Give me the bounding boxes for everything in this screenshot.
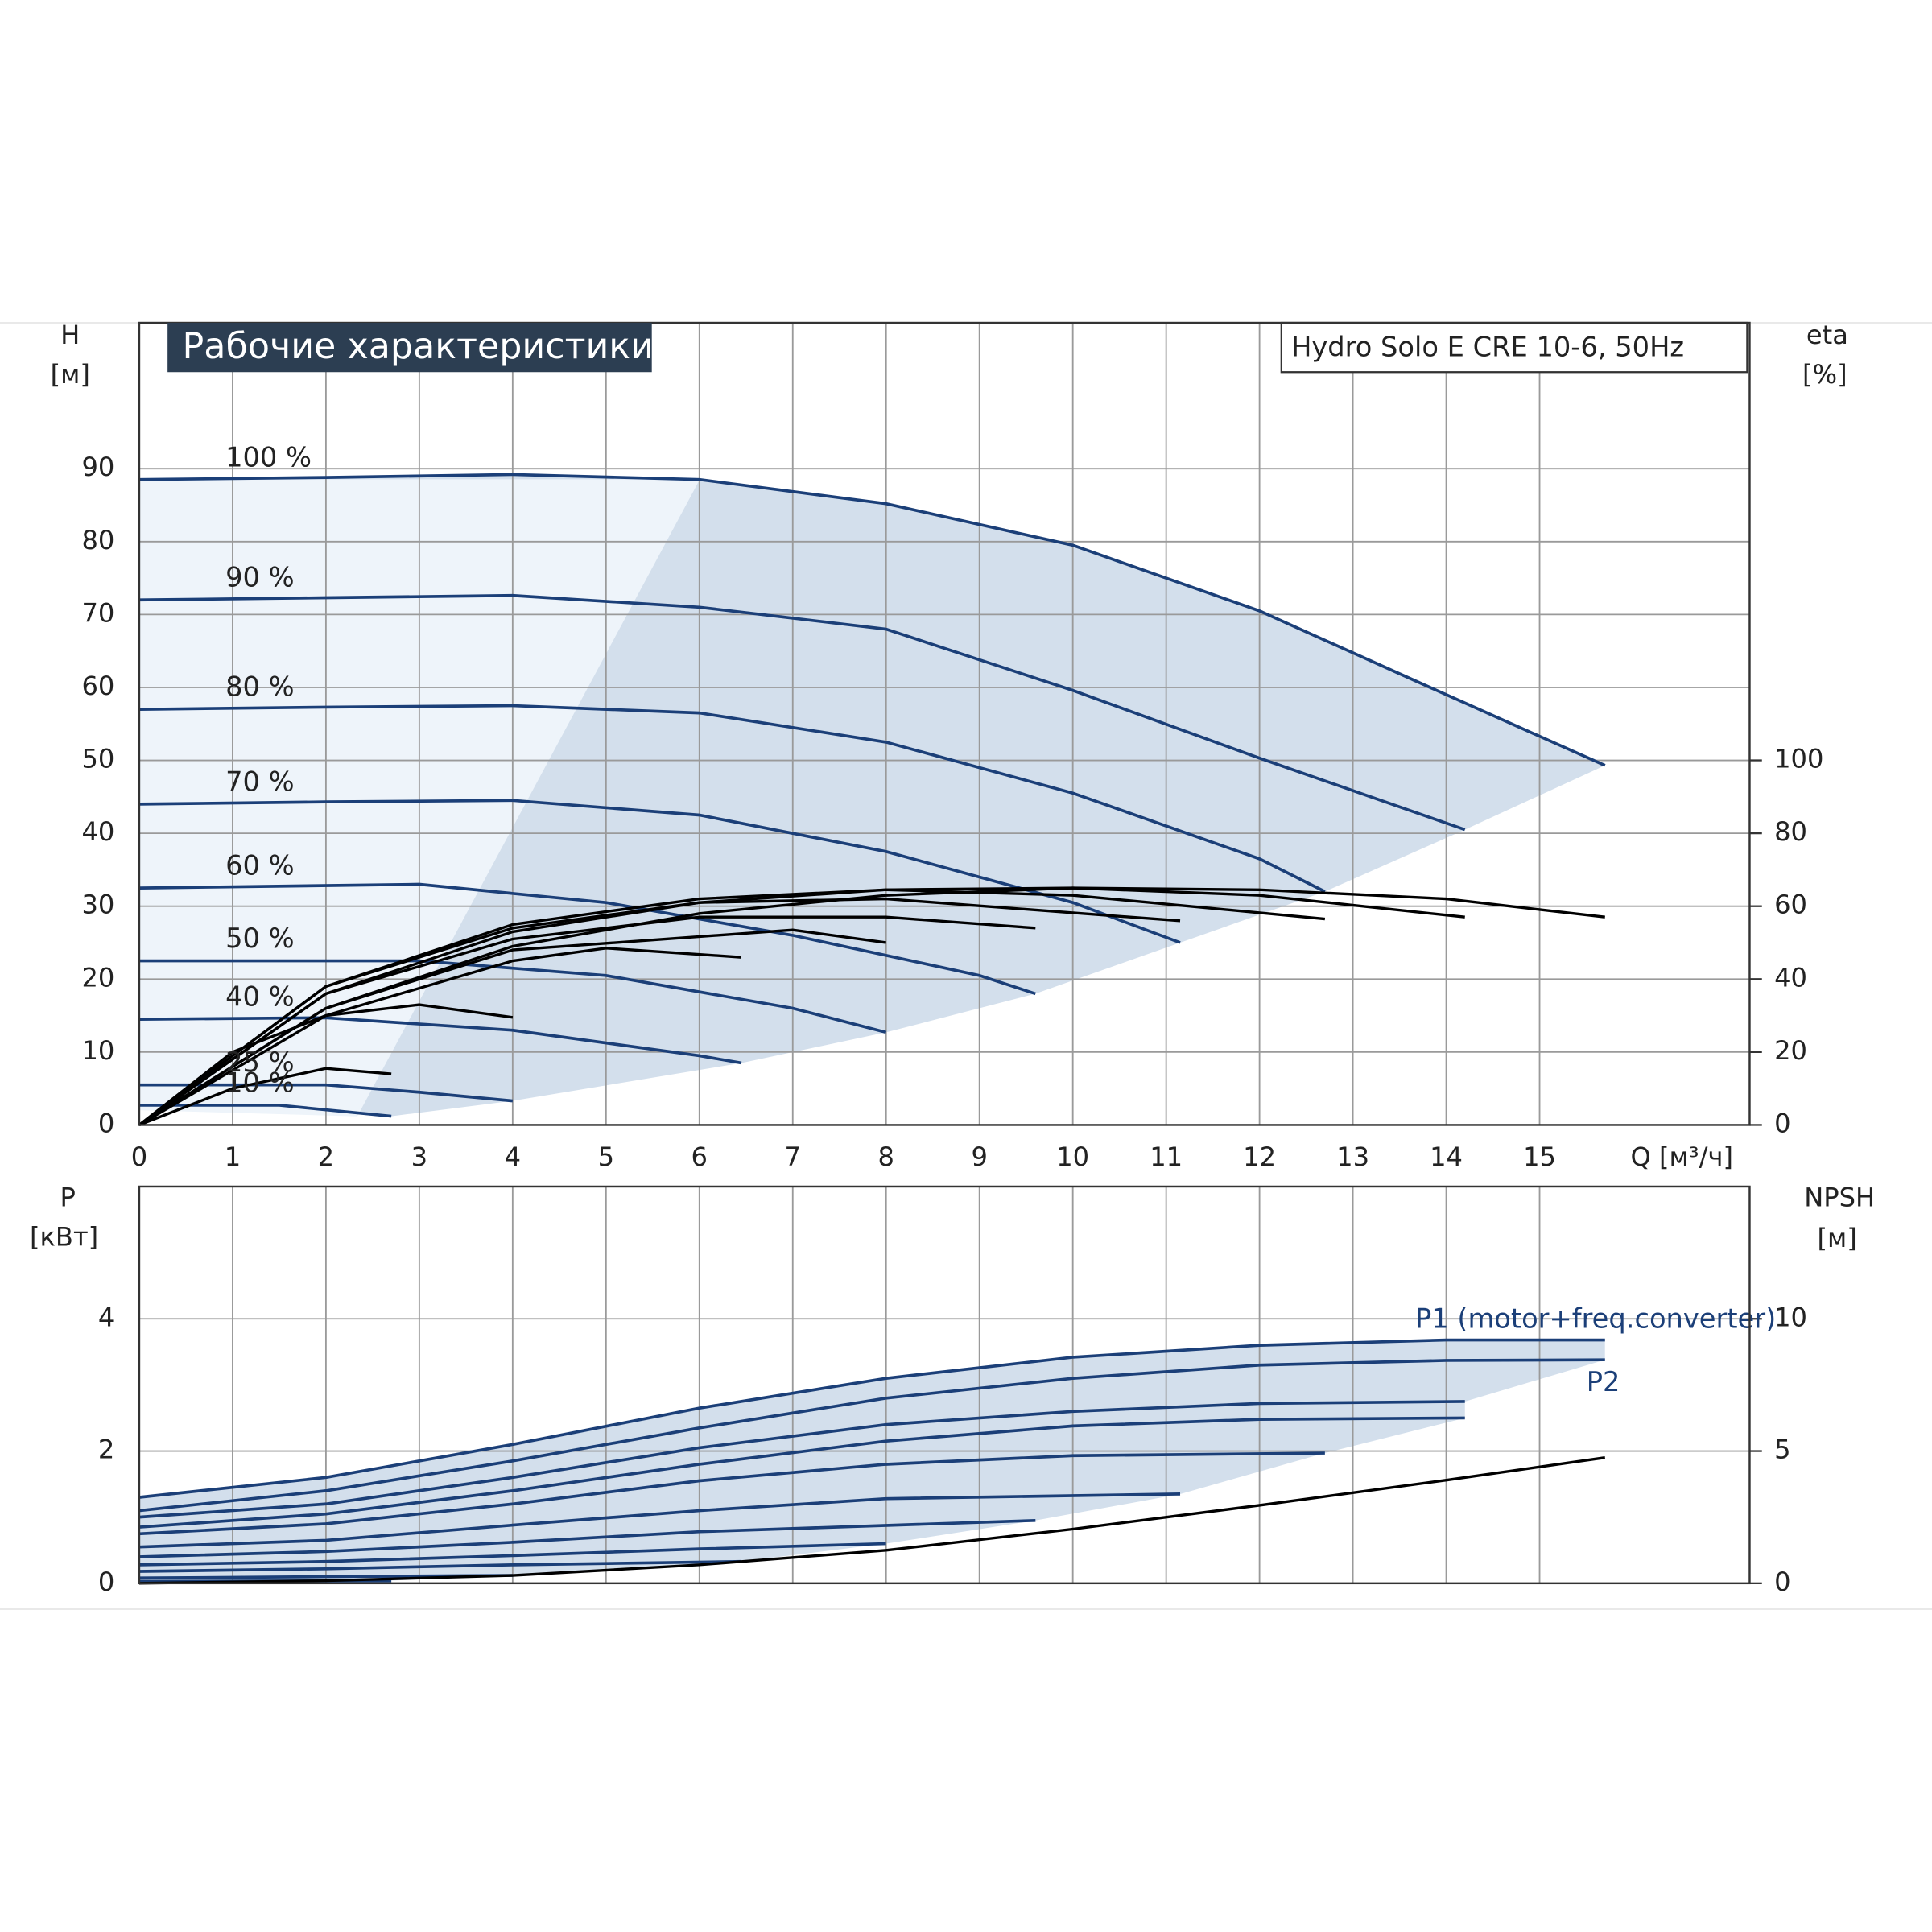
chart-title: Рабочие характеристики xyxy=(183,326,654,367)
series-label: 50 % xyxy=(225,923,295,954)
x-tick-label: 15 xyxy=(1523,1141,1556,1172)
series-label: 80 % xyxy=(225,671,295,703)
y-tick-label: 50 xyxy=(81,744,114,774)
head-curve xyxy=(138,593,1466,832)
y-tick-label: 0 xyxy=(98,1567,114,1597)
y-axis-label: [м] xyxy=(51,359,90,390)
power-curve xyxy=(138,1518,1036,1558)
y2-axis-label: [%] xyxy=(1802,359,1847,390)
y-axis-label: P xyxy=(60,1182,75,1212)
y-axis-label: H xyxy=(60,320,80,350)
legend-label: P1 (motor+freq.converter) xyxy=(1415,1303,1776,1335)
y2-axis-label: eta xyxy=(1806,320,1848,350)
plot-frame xyxy=(138,1185,1751,1585)
x-tick-label: 11 xyxy=(1150,1141,1183,1172)
region-layer xyxy=(138,1340,1605,1582)
subtitle-box xyxy=(1280,321,1748,374)
x-tick-label: 2 xyxy=(318,1141,334,1172)
y2-axis-label: [м] xyxy=(1817,1223,1856,1253)
power-curve xyxy=(138,1451,1325,1536)
efficiency-curve xyxy=(138,1067,392,1127)
y2-tick-label: 100 xyxy=(1774,744,1823,774)
y-tick-label: 10 xyxy=(81,1035,114,1066)
y-tick-label: 60 xyxy=(81,671,114,701)
operating-region xyxy=(138,1340,1605,1582)
series-label: 10 % xyxy=(225,1067,295,1098)
x-tick-label: 0 xyxy=(131,1141,147,1172)
y2-tick-label: 20 xyxy=(1774,1035,1807,1066)
y2-tick-label: 0 xyxy=(1774,1108,1790,1138)
y2-tick-label: 60 xyxy=(1774,890,1807,920)
efficiency-curve xyxy=(138,915,1036,1126)
y-tick-label: 80 xyxy=(81,525,114,555)
x-tick-label: 7 xyxy=(785,1141,801,1172)
series-label: 70 % xyxy=(225,766,295,797)
label-layer: 100 % 90 % 80 % 70 % 60 % 50 % 40 % 25 %10 % P1 … xyxy=(225,441,1776,1397)
head-curve xyxy=(138,959,887,1034)
power-curve xyxy=(138,1559,741,1573)
head-curve xyxy=(138,1083,514,1103)
x-tick-label: 4 xyxy=(505,1141,521,1172)
npsh-curve xyxy=(138,1456,1606,1585)
y-tick-label: 20 xyxy=(81,962,114,993)
legend-label: P2 xyxy=(1587,1366,1620,1397)
curve-layer xyxy=(138,473,1606,1585)
y2-tick-label: 0 xyxy=(1774,1567,1790,1597)
series-label: 40 % xyxy=(225,981,295,1013)
power-curve xyxy=(138,1358,1605,1513)
y-tick-label: 40 xyxy=(81,816,114,847)
grid-layer: 0 1 2 3 4 5 6 7 8 9 10 11 12 13 14 15010203040506070809… xyxy=(81,323,1823,1597)
head-curve xyxy=(138,799,1181,944)
x-tick-label: 5 xyxy=(598,1141,614,1172)
power-curve xyxy=(138,1338,1605,1499)
x-axis-label: Q [м³/ч] xyxy=(1631,1141,1733,1172)
head-curve xyxy=(138,473,1606,767)
x-tick-label: 14 xyxy=(1430,1141,1463,1172)
chart-subtitle: Hydro Solo E CRE 10-6, 50Hz xyxy=(1291,332,1684,363)
head-curve xyxy=(138,882,1036,996)
efficiency-curve xyxy=(138,1003,514,1126)
head-curve xyxy=(138,1104,392,1118)
x-tick-label: 12 xyxy=(1243,1141,1276,1172)
x-tick-label: 3 xyxy=(411,1141,427,1172)
y2-tick-label: 80 xyxy=(1774,816,1807,847)
x-tick-label: 6 xyxy=(691,1141,708,1172)
x-tick-label: 10 xyxy=(1056,1141,1089,1172)
series-label: 60 % xyxy=(225,850,295,881)
x-tick-label: 1 xyxy=(225,1141,241,1172)
power-curve xyxy=(138,1492,1181,1549)
efficiency-curve xyxy=(138,897,1181,1126)
y2-tick-label: 5 xyxy=(1774,1435,1790,1465)
head-curve xyxy=(138,704,1326,894)
power-curve xyxy=(138,1400,1465,1519)
power-curve xyxy=(138,1416,1465,1529)
efficiency-curve xyxy=(138,947,742,1126)
y-tick-label: 0 xyxy=(98,1108,114,1138)
x-tick-label: 8 xyxy=(878,1141,894,1172)
efficiency-curve xyxy=(138,928,886,1126)
x-tick-label: 13 xyxy=(1336,1141,1369,1172)
y-axis-label: [кВт] xyxy=(30,1221,98,1252)
title-box xyxy=(167,323,652,373)
y-tick-label: 4 xyxy=(98,1302,114,1332)
head-curve xyxy=(138,1016,742,1065)
plot-frame xyxy=(138,321,1751,1126)
y-tick-label: 2 xyxy=(98,1435,114,1465)
y2-tick-label: 40 xyxy=(1774,962,1807,993)
y2-tick-label: 10 xyxy=(1774,1302,1807,1332)
y-tick-label: 30 xyxy=(81,890,114,920)
x-tick-label: 9 xyxy=(971,1141,987,1172)
y-tick-label: 70 xyxy=(81,597,114,628)
series-label: 25 % xyxy=(225,1046,295,1078)
power-curve xyxy=(138,1542,886,1567)
y-tick-label: 90 xyxy=(81,452,114,482)
y2-axis-label: NPSH xyxy=(1804,1182,1875,1212)
series-label: 90 % xyxy=(225,562,295,593)
series-label: 100 % xyxy=(225,441,312,473)
